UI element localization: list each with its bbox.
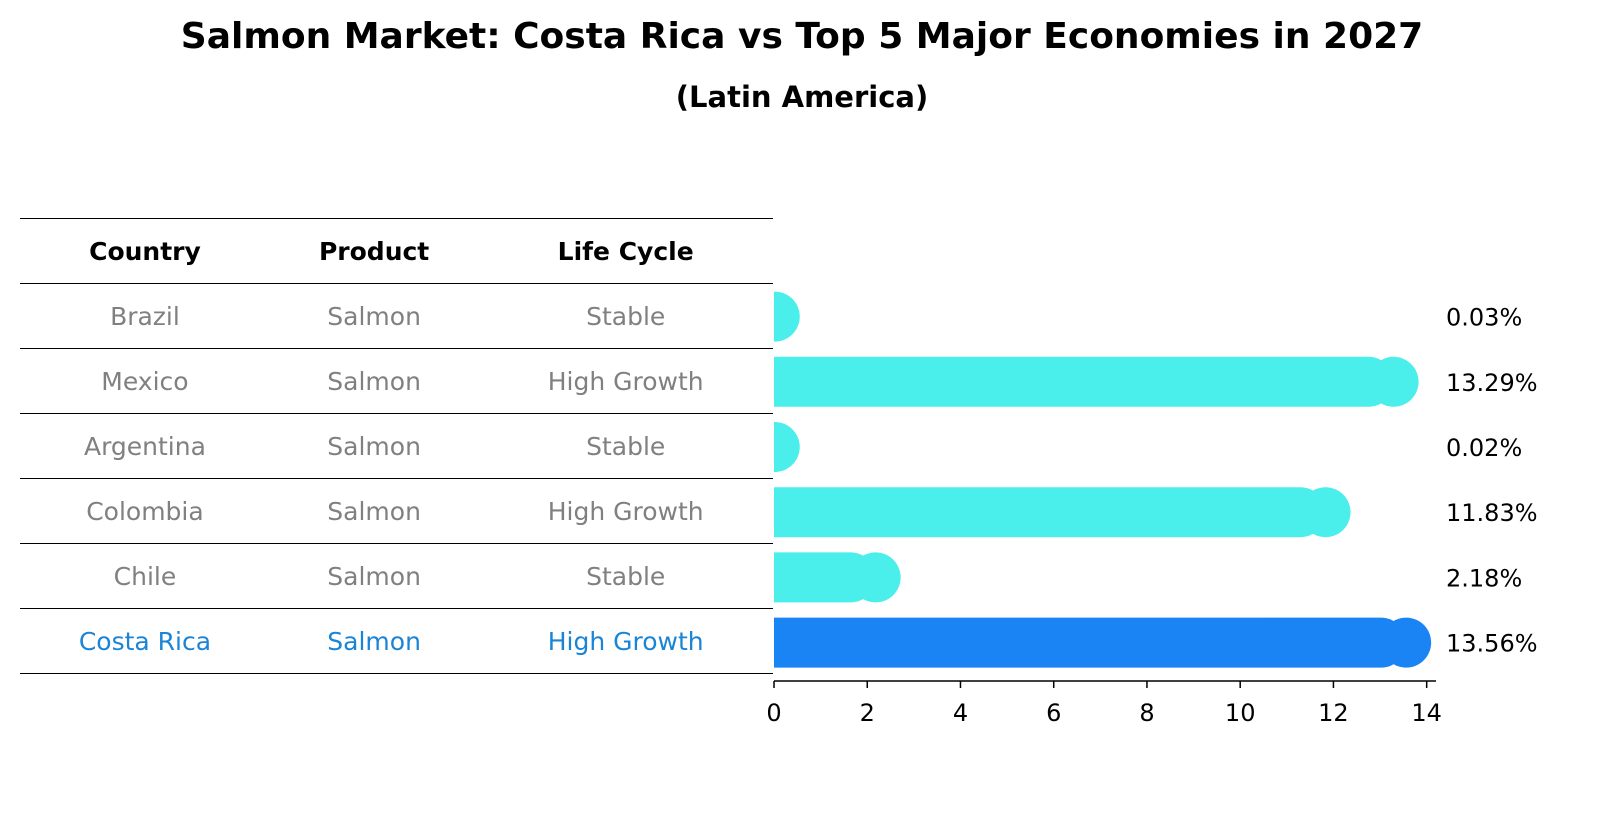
cell-product: Salmon bbox=[269, 413, 479, 479]
table-row: Brazil Salmon Stable bbox=[20, 283, 773, 349]
x-tick-label: 8 bbox=[1139, 699, 1154, 727]
table-row: Colombia Salmon High Growth bbox=[20, 478, 773, 544]
bar-highlighted bbox=[774, 617, 1407, 668]
cell-product: Salmon bbox=[269, 478, 479, 544]
bar bbox=[774, 356, 1394, 407]
bar bbox=[774, 487, 1326, 538]
cell-country: Mexico bbox=[20, 348, 270, 414]
cell-life-cycle: High Growth bbox=[478, 478, 773, 544]
x-tick-label: 12 bbox=[1318, 699, 1349, 727]
chart-subtitle: (Latin America) bbox=[675, 80, 929, 114]
value-label: 13.29% bbox=[1446, 369, 1538, 397]
bar-end-cap bbox=[1300, 487, 1351, 538]
value-label: 0.03% bbox=[1446, 304, 1522, 332]
header-life-cycle: Life Cycle bbox=[478, 218, 773, 284]
cell-country: Chile bbox=[20, 543, 270, 609]
cell-product: Salmon bbox=[269, 608, 479, 674]
cell-product: Salmon bbox=[269, 283, 479, 349]
cell-life-cycle: Stable bbox=[478, 283, 773, 349]
cell-product: Salmon bbox=[269, 543, 479, 609]
cell-country: Argentina bbox=[20, 413, 270, 479]
x-tick-label: 10 bbox=[1225, 699, 1256, 727]
bar-end-cap bbox=[850, 552, 901, 603]
cell-life-cycle: High Growth bbox=[478, 348, 773, 414]
bar-end-cap bbox=[1368, 356, 1419, 407]
bar bbox=[774, 422, 800, 472]
bar-end-cap bbox=[1381, 617, 1432, 668]
value-label: 13.56% bbox=[1446, 630, 1538, 658]
x-tick-label: 4 bbox=[953, 699, 968, 727]
country-table: Country Product Life Cycle Brazil Salmon… bbox=[20, 218, 773, 674]
x-tick-label: 6 bbox=[1046, 699, 1061, 727]
cell-life-cycle: Stable bbox=[478, 413, 773, 479]
value-label: 2.18% bbox=[1446, 564, 1522, 592]
table-row: Mexico Salmon High Growth bbox=[20, 348, 773, 414]
value-label: 11.83% bbox=[1446, 499, 1538, 527]
bar bbox=[774, 291, 800, 342]
table-header-row: Country Product Life Cycle bbox=[20, 218, 773, 284]
x-tick-label: 0 bbox=[766, 699, 781, 727]
cell-country: Colombia bbox=[20, 478, 270, 544]
bar bbox=[774, 552, 876, 603]
x-tick-label: 2 bbox=[860, 699, 875, 727]
table-row: Argentina Salmon Stable bbox=[20, 413, 773, 479]
cell-product: Salmon bbox=[269, 348, 479, 414]
cell-country: Costa Rica bbox=[20, 608, 270, 674]
x-tick-label: 14 bbox=[1411, 699, 1442, 727]
table-row: Chile Salmon Stable bbox=[20, 543, 773, 609]
header-product: Product bbox=[269, 218, 479, 284]
header-country: Country bbox=[20, 218, 270, 284]
chart-title: Salmon Market: Costa Rica vs Top 5 Major… bbox=[180, 16, 1424, 57]
cell-life-cycle: Stable bbox=[478, 543, 773, 609]
cell-country: Brazil bbox=[20, 283, 270, 349]
cell-life-cycle: High Growth bbox=[478, 608, 773, 674]
value-label: 0.02% bbox=[1446, 434, 1522, 462]
table-row-highlighted: Costa Rica Salmon High Growth bbox=[20, 608, 773, 674]
